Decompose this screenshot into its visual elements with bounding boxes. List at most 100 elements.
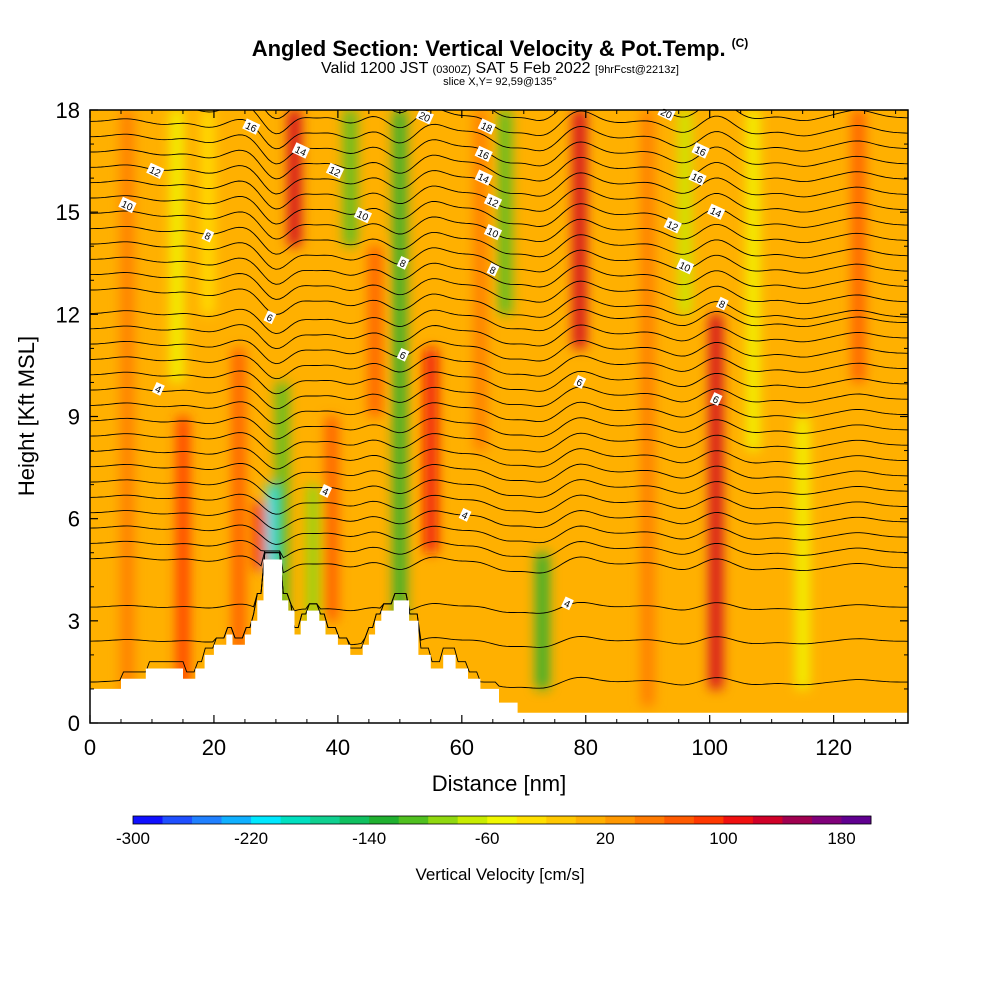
velocity-column-17 bbox=[536, 552, 549, 689]
theta-contour-23 bbox=[90, 195, 908, 228]
svg-text:4: 4 bbox=[153, 384, 163, 397]
theta-contour-13 bbox=[90, 355, 908, 380]
velocity-column-3 bbox=[201, 110, 214, 315]
svg-text:16: 16 bbox=[243, 121, 258, 136]
colorbar-swatch-14 bbox=[546, 816, 577, 824]
x-tick-label-0: 0 bbox=[84, 735, 96, 760]
contour-label-16: 12 bbox=[146, 162, 165, 180]
chart-subtitle: Valid 1200 JST (0300Z) SAT 5 Feb 2022 [9… bbox=[0, 60, 1000, 78]
y-tick-label-9: 9 bbox=[68, 405, 80, 430]
x-tick-label-120: 120 bbox=[815, 735, 852, 760]
colorbar-swatch-20 bbox=[723, 816, 754, 824]
contour-label-23: 16 bbox=[242, 118, 261, 136]
forecast-text: [9hrFcst@2213z] bbox=[595, 64, 679, 76]
svg-text:8: 8 bbox=[717, 299, 727, 312]
colorbar-label--220: -220 bbox=[234, 829, 268, 848]
contour-label-3: 4 bbox=[561, 596, 574, 612]
colorbar-swatch-21 bbox=[752, 816, 783, 824]
svg-text:12: 12 bbox=[665, 219, 680, 234]
field-background bbox=[90, 110, 908, 723]
svg-text:14: 14 bbox=[293, 144, 308, 159]
svg-text:6: 6 bbox=[398, 350, 408, 363]
contour-label-26: 16 bbox=[691, 142, 710, 159]
theta-contour-5 bbox=[90, 478, 908, 500]
valid-date-text: SAT 5 Feb 2022 bbox=[475, 60, 591, 77]
svg-text:6: 6 bbox=[264, 312, 274, 325]
colorbar bbox=[132, 815, 872, 825]
svg-text:14: 14 bbox=[476, 172, 491, 187]
contour-label-25: 16 bbox=[688, 169, 707, 187]
theta-contour-27 bbox=[90, 133, 908, 167]
theta-contour-15 bbox=[90, 324, 908, 350]
theta-contour-11 bbox=[90, 385, 908, 410]
svg-text:4: 4 bbox=[562, 599, 572, 612]
contour-label-12: 10 bbox=[118, 196, 137, 214]
velocity-column-12 bbox=[369, 246, 382, 417]
svg-text:6: 6 bbox=[711, 394, 721, 407]
contour-label-8: 8 bbox=[201, 228, 215, 243]
theta-contour-low-2 bbox=[90, 552, 908, 614]
colorbar-swatch-9 bbox=[398, 816, 429, 824]
contour-label-4: 6 bbox=[263, 310, 277, 325]
theta-contour-3 bbox=[90, 509, 908, 530]
colorbar-swatch-19 bbox=[693, 816, 724, 824]
colorbar-swatch-5 bbox=[280, 816, 311, 824]
y-tick-label-3: 3 bbox=[68, 609, 80, 634]
colorbar-label--60: -60 bbox=[475, 829, 500, 848]
contour-label-27: 18 bbox=[477, 118, 496, 136]
colorbar-swatch-23 bbox=[811, 816, 842, 824]
theta-contour-9 bbox=[90, 416, 908, 440]
velocity-column-10 bbox=[325, 416, 338, 621]
contour-label-28: 20 bbox=[415, 108, 434, 125]
svg-text:4: 4 bbox=[460, 510, 470, 523]
title-text: Angled Section: Vertical Velocity & Pot.… bbox=[251, 36, 726, 61]
svg-text:18: 18 bbox=[479, 121, 494, 136]
colorbar-label-20: 20 bbox=[596, 829, 615, 848]
terrain-mask bbox=[90, 559, 908, 723]
colorbar-tick-labels: -300 -220 -140 -60 20 100 180 bbox=[116, 829, 856, 848]
svg-text:16: 16 bbox=[476, 148, 491, 163]
velocity-column-21 bbox=[709, 314, 722, 689]
y-tick-label-0: 0 bbox=[68, 711, 80, 736]
svg-text:12: 12 bbox=[485, 195, 500, 210]
y-axis: 0 3 6 9 12 15 18 bbox=[56, 98, 908, 736]
colorbar-swatch-18 bbox=[664, 816, 695, 824]
svg-text:8: 8 bbox=[488, 265, 498, 278]
contour-label-14: 10 bbox=[483, 223, 503, 241]
contour-label-17: 12 bbox=[325, 162, 345, 180]
colorbar-swatch-11 bbox=[457, 816, 488, 824]
valid-time-text: Valid 1200 JST bbox=[321, 60, 429, 77]
colorbar-swatch-22 bbox=[782, 816, 813, 824]
colorbar-swatch-24 bbox=[841, 816, 872, 824]
colorbar-swatch-4 bbox=[251, 816, 281, 824]
valid-zulu-text: (0300Z) bbox=[432, 64, 472, 76]
colorbar-label-180: 180 bbox=[827, 829, 855, 848]
contour-label-15: 10 bbox=[675, 258, 695, 275]
x-axis: 0 20 40 60 80 100 120 bbox=[84, 110, 897, 760]
theta-contour-28 bbox=[90, 118, 908, 152]
contour-label-0: 4 bbox=[152, 381, 165, 397]
y-tick-label-12: 12 bbox=[56, 302, 80, 327]
svg-text:12: 12 bbox=[147, 165, 162, 180]
title-mark: (C) bbox=[731, 36, 749, 50]
theta-contour-low-1 bbox=[90, 552, 908, 648]
slice-info: slice X,Y= 92,59@135° bbox=[443, 76, 557, 88]
contour-label-24: 16 bbox=[474, 145, 493, 163]
y-tick-label-6: 6 bbox=[68, 507, 80, 532]
svg-text:10: 10 bbox=[119, 199, 134, 214]
theta-contour-8 bbox=[90, 432, 908, 455]
contour-label-7: 6 bbox=[709, 392, 723, 407]
contour-labels: 4 4 4 4 6 6 6 6 8 8 8 8 10 10 10 10 12 12 12 12 14 14 14 16 16 16… bbox=[118, 104, 729, 612]
colorbar-swatch-17 bbox=[634, 816, 665, 824]
velocity-column-23 bbox=[796, 416, 809, 689]
velocity-column-2 bbox=[176, 416, 189, 689]
theta-contour-16 bbox=[90, 308, 908, 335]
contour-label-22: 14 bbox=[706, 203, 726, 221]
colorbar-swatch-7 bbox=[339, 816, 370, 824]
y-tick-label-15: 15 bbox=[56, 200, 80, 225]
y-axis-title: Height [Kft MSL] bbox=[14, 336, 39, 496]
contour-label-9: 8 bbox=[396, 255, 410, 271]
colorbar-swatch-2 bbox=[192, 816, 222, 824]
svg-text:12: 12 bbox=[327, 165, 342, 180]
